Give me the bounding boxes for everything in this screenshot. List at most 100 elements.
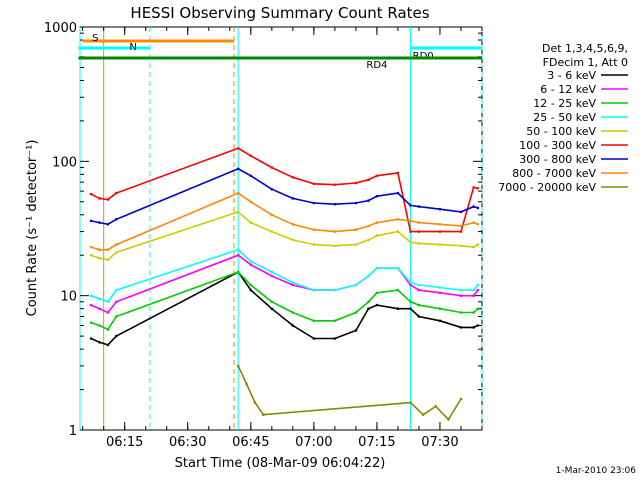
series-point bbox=[291, 324, 295, 327]
series-point bbox=[270, 166, 274, 169]
series-point bbox=[333, 230, 337, 233]
series-point bbox=[115, 315, 118, 318]
series-point bbox=[333, 202, 337, 206]
series-point bbox=[291, 283, 295, 287]
legend-label-7: 800 - 7000 keV bbox=[512, 167, 596, 180]
series-point bbox=[253, 401, 257, 404]
series-point bbox=[236, 210, 240, 214]
x-tick-label: 07:30 bbox=[421, 435, 458, 450]
series-point bbox=[354, 329, 358, 332]
series-point bbox=[396, 266, 400, 270]
series-point bbox=[115, 251, 118, 254]
series-point bbox=[245, 382, 248, 386]
series-point bbox=[115, 300, 118, 304]
series-point bbox=[236, 270, 240, 274]
series-point bbox=[438, 223, 442, 226]
series-point bbox=[367, 307, 370, 311]
series-point bbox=[476, 324, 480, 327]
series-point bbox=[249, 260, 253, 263]
series-point bbox=[396, 171, 400, 175]
y-axis-label: Count Rate (s⁻¹ detector⁻¹) bbox=[25, 140, 40, 317]
series-point bbox=[447, 418, 450, 421]
series-point bbox=[333, 337, 337, 340]
series-line-7 bbox=[90, 192, 479, 251]
series-point bbox=[396, 218, 400, 221]
series-point bbox=[89, 192, 93, 196]
series-point bbox=[291, 197, 295, 200]
series-point bbox=[396, 230, 400, 233]
series-point bbox=[476, 307, 480, 311]
series-line-0 bbox=[90, 270, 479, 346]
x-tick-label: 07:15 bbox=[358, 435, 395, 450]
legend-header: FDecim 1, Att 0 bbox=[543, 56, 628, 69]
legend-label-1: 6 - 12 keV bbox=[540, 83, 596, 96]
series-point bbox=[438, 291, 442, 295]
series-point bbox=[396, 191, 400, 195]
series-point bbox=[459, 288, 463, 292]
series-point bbox=[438, 307, 442, 311]
legend-label-6: 300 - 800 keV bbox=[519, 153, 596, 166]
y-axis-ticks: 1 10 100 1000 bbox=[44, 21, 482, 439]
series-point bbox=[417, 303, 421, 307]
y-tick-label: 1000 bbox=[44, 21, 77, 36]
series-point bbox=[472, 288, 475, 292]
series-point bbox=[417, 283, 421, 287]
series-point bbox=[476, 283, 480, 287]
x-tick-label: 06:30 bbox=[169, 435, 206, 450]
series-point bbox=[249, 154, 253, 158]
series-point bbox=[312, 182, 316, 186]
series-point bbox=[312, 243, 316, 246]
series-point bbox=[476, 206, 480, 210]
series-line-8 bbox=[237, 365, 462, 421]
series-point bbox=[312, 201, 316, 205]
series-point bbox=[434, 405, 438, 408]
series-point bbox=[106, 328, 110, 331]
series-point bbox=[409, 300, 412, 304]
series-point bbox=[375, 174, 379, 178]
series-point bbox=[249, 174, 253, 178]
legend-label-5: 100 - 300 keV bbox=[519, 139, 596, 152]
series-point bbox=[270, 270, 274, 274]
series-point bbox=[409, 230, 412, 233]
legend-label-3: 25 - 50 keV bbox=[533, 111, 596, 124]
series-point bbox=[236, 364, 240, 368]
series-point bbox=[106, 248, 110, 251]
series-point bbox=[367, 238, 370, 242]
series-line-6 bbox=[90, 167, 479, 226]
series-point bbox=[472, 205, 475, 208]
series-point bbox=[417, 315, 421, 318]
series-point bbox=[291, 311, 295, 314]
series-point bbox=[89, 253, 93, 257]
series-point bbox=[106, 258, 110, 262]
legend-label-2: 12 - 25 keV bbox=[533, 97, 596, 110]
x-axis-label: Start Time (08-Mar-09 06:04:22) bbox=[175, 456, 386, 471]
series-point bbox=[270, 307, 274, 311]
y-tick-label: 100 bbox=[52, 155, 77, 170]
series-point bbox=[472, 221, 475, 224]
series-point bbox=[291, 281, 295, 284]
series-point bbox=[375, 303, 379, 307]
series-point bbox=[459, 326, 463, 329]
series-point bbox=[375, 291, 379, 295]
series-point bbox=[375, 266, 379, 270]
series-point bbox=[409, 219, 412, 223]
series-point bbox=[409, 204, 412, 207]
series-point bbox=[98, 324, 101, 327]
series-point bbox=[115, 243, 118, 246]
series-point bbox=[459, 230, 463, 233]
series-point bbox=[270, 300, 274, 304]
series-point bbox=[98, 221, 101, 224]
series-point bbox=[421, 413, 425, 417]
series-point bbox=[396, 288, 400, 292]
series-point bbox=[106, 198, 110, 201]
series-point bbox=[106, 223, 110, 226]
annotation-label-0: S bbox=[92, 33, 98, 44]
footer-timestamp: 1-Mar-2010 23:06 bbox=[555, 466, 636, 476]
series-point bbox=[476, 243, 480, 246]
series-point bbox=[115, 191, 118, 195]
series-point bbox=[89, 294, 93, 298]
series-point bbox=[417, 230, 421, 233]
series-point bbox=[476, 288, 480, 292]
series-point bbox=[249, 221, 253, 224]
